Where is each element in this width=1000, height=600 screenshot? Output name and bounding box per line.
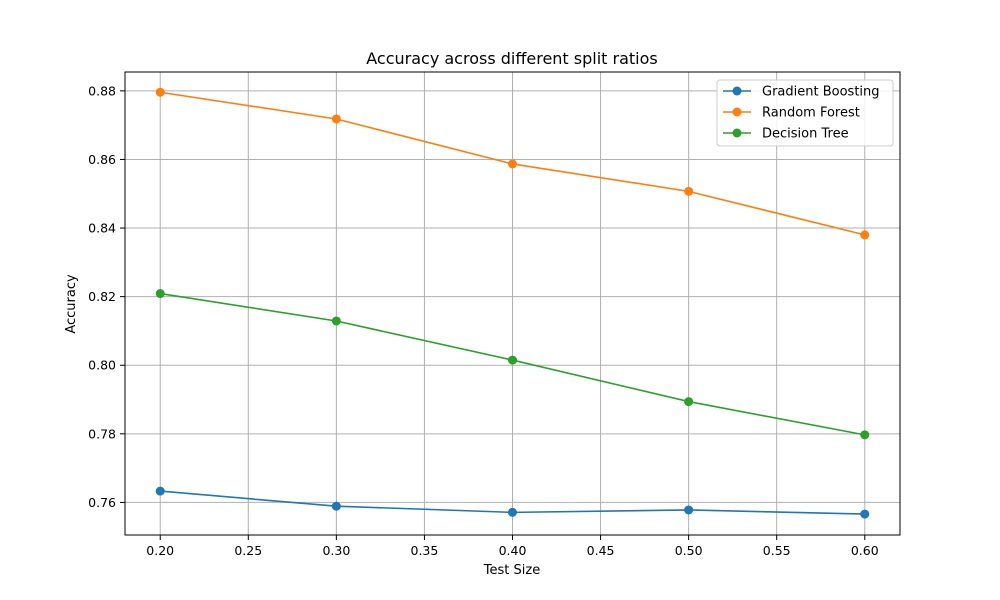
legend-item: Random Forest bbox=[723, 106, 860, 121]
legend-marker bbox=[732, 128, 742, 138]
x-tick-label: 0.50 bbox=[675, 543, 703, 558]
data-point-decision-tree bbox=[508, 355, 517, 365]
data-point-decision-tree bbox=[684, 397, 694, 407]
y-tick-label: 0.78 bbox=[88, 426, 116, 441]
y-tick-label: 0.88 bbox=[88, 83, 116, 98]
data-point-decision-tree bbox=[331, 316, 341, 326]
y-tick-label: 0.76 bbox=[88, 495, 116, 510]
legend-box bbox=[716, 79, 894, 147]
x-tick-label: 0.40 bbox=[499, 543, 527, 558]
y-tick-label: 0.82 bbox=[88, 289, 116, 304]
legend-item: Decision Tree bbox=[723, 127, 849, 142]
x-tick-label: 0.60 bbox=[851, 543, 879, 558]
data-point-decision-tree bbox=[155, 289, 165, 299]
x-tick-label: 0.55 bbox=[763, 543, 791, 558]
data-point-random-forest bbox=[331, 114, 341, 124]
x-tick-label: 0.25 bbox=[234, 543, 262, 558]
data-point-gradient-boosting bbox=[860, 509, 870, 519]
data-point-gradient-boosting bbox=[155, 486, 165, 496]
data-point-random-forest bbox=[860, 230, 870, 240]
legend-label: Random Forest bbox=[762, 106, 860, 121]
series-gradient-boosting bbox=[155, 486, 870, 519]
data-point-gradient-boosting bbox=[331, 501, 341, 511]
grid-lines bbox=[125, 72, 900, 535]
y-tick-label: 0.80 bbox=[88, 358, 116, 373]
data-point-random-forest bbox=[684, 186, 694, 196]
y-axis-label: Accuracy bbox=[64, 274, 79, 334]
axis-ticks: 0.20 0.25 0.30 0.35 0.40 0.45 0.50 0.55 0.60 0.76… bbox=[88, 83, 879, 558]
legend: Gradient Boosting Random Forest Decision T… bbox=[716, 79, 894, 147]
x-axis-label: Test Size bbox=[483, 563, 540, 578]
legend-label: Decision Tree bbox=[762, 127, 849, 142]
x-tick-label: 0.30 bbox=[322, 543, 350, 558]
y-tick-label: 0.86 bbox=[88, 152, 116, 167]
legend-label: Gradient Boosting bbox=[762, 85, 880, 100]
data-point-random-forest bbox=[155, 87, 165, 97]
data-point-gradient-boosting bbox=[508, 507, 517, 517]
series-random-forest bbox=[155, 87, 870, 240]
legend-marker bbox=[732, 86, 742, 96]
x-tick-label: 0.45 bbox=[587, 543, 615, 558]
data-series bbox=[155, 87, 870, 519]
x-tick-label: 0.20 bbox=[146, 543, 174, 558]
y-tick-label: 0.84 bbox=[88, 221, 116, 236]
data-point-decision-tree bbox=[860, 430, 870, 440]
legend-item: Gradient Boosting bbox=[723, 85, 880, 100]
x-tick-label: 0.35 bbox=[411, 543, 439, 558]
chart-title: Accuracy across different split ratios bbox=[366, 49, 658, 68]
legend-marker bbox=[732, 107, 742, 117]
data-point-gradient-boosting bbox=[684, 505, 694, 515]
series-decision-tree bbox=[155, 289, 870, 440]
data-point-random-forest bbox=[508, 159, 517, 169]
